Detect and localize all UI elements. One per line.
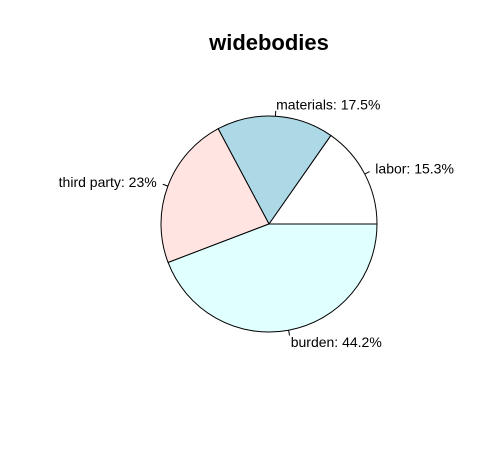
leader-line-burden [288,330,291,336]
slice-label-third-party: third party: 23% [59,174,157,190]
pie-labels: labor: 15.3% materials: 17.5% third party:… [59,96,454,350]
slice-label-labor: labor: 15.3% [375,161,454,177]
leader-line-third-party [162,183,169,187]
chart-title: widebodies [208,30,329,55]
pie-slice-labor [268,134,378,225]
pie-slice-burden [167,223,378,333]
slice-label-burden: burden: 44.2% [291,334,382,350]
pie-slice-materials [217,115,332,225]
leader-line-labor [364,171,370,175]
pie-slices [160,115,378,333]
pie-slice-third-party [160,128,270,264]
slice-label-materials: materials: 17.5% [276,96,380,112]
